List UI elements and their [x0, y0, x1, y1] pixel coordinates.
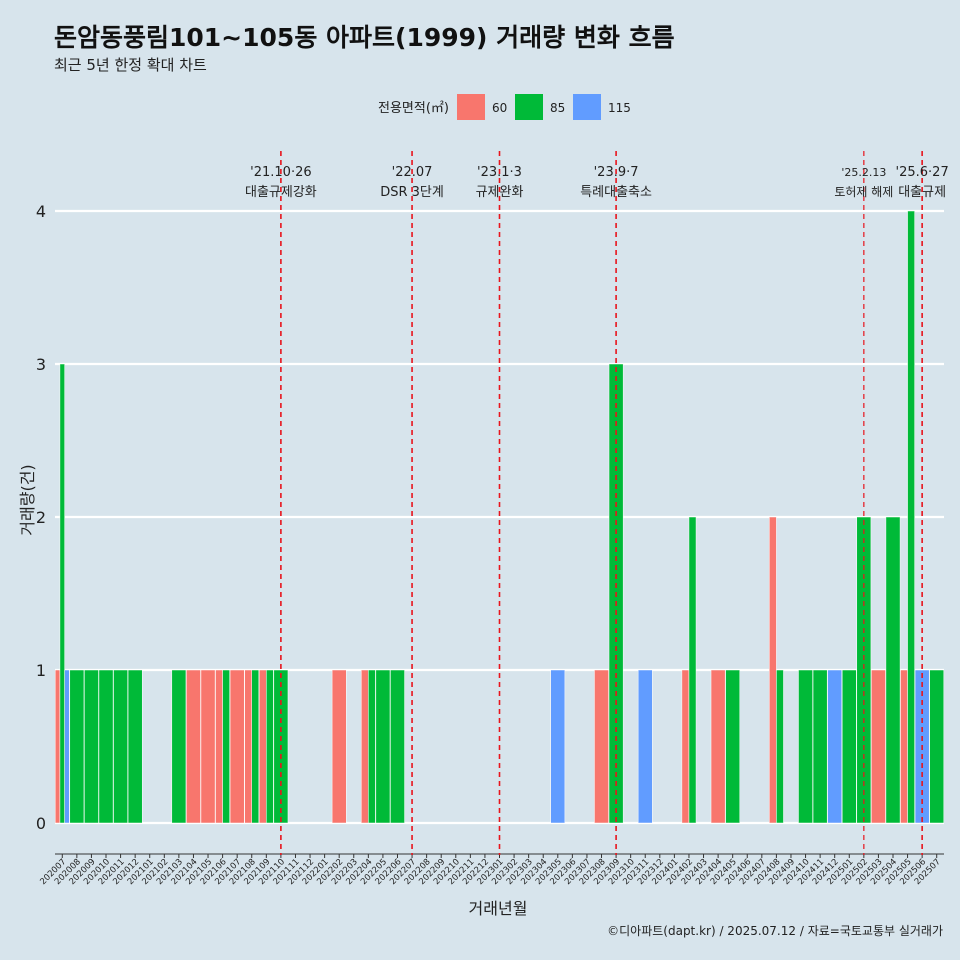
bar-85-202205	[375, 669, 391, 824]
bar-115-202412	[827, 669, 843, 824]
legend-title: 전용면적(㎡)	[378, 101, 449, 116]
event-name-label: 대출규제	[898, 185, 946, 200]
event-date-label: '21.10·26	[250, 165, 311, 180]
bar-60-202308	[594, 669, 609, 824]
bar-85-202008	[69, 669, 85, 824]
event-name-label: 특례대출축소	[580, 185, 652, 200]
bar-85-202408	[776, 669, 784, 824]
bar-115-202305	[550, 669, 566, 824]
legend-label-60: 60	[492, 101, 507, 115]
bar-60-202105	[200, 669, 216, 824]
legend-swatch-60	[457, 94, 485, 120]
bar-60-202402	[681, 669, 690, 824]
bar-85-202007	[59, 363, 65, 824]
event-name-label: 규제완화	[476, 185, 524, 200]
legend-swatch-85	[515, 94, 543, 120]
bar-85-202411	[812, 669, 828, 824]
bar-85-202206	[390, 669, 405, 824]
event-name-label: 토허제 해제	[834, 185, 893, 199]
legend-label-85: 85	[550, 101, 565, 115]
x-axis-title: 거래년월	[469, 899, 528, 918]
bar-85-202103	[171, 669, 187, 824]
bar-60-202404	[710, 669, 726, 824]
bar-60-202505	[900, 669, 908, 824]
bar-60-202007	[54, 669, 61, 824]
bar-60-202204	[361, 669, 369, 824]
bar-60-202107	[229, 669, 245, 824]
bar-85-202502	[856, 516, 872, 824]
bar-60-202109	[259, 669, 267, 824]
bar-60-202108	[244, 669, 252, 824]
y-tick-label: 0	[36, 814, 46, 833]
source-caption: ©디아파트(dapt.kr) / 2025.07.12 / 자료=국토교통부 실…	[607, 924, 943, 938]
bar-85-202009	[84, 669, 99, 824]
bar-85-202410	[798, 669, 813, 824]
event-name-label: 대출규제강화	[245, 185, 317, 200]
bar-85-202505	[907, 210, 915, 824]
bar-60-202106	[215, 669, 223, 824]
y-tick-label: 1	[36, 661, 46, 680]
bar-60-202503	[871, 669, 886, 824]
legend-swatch-115	[573, 94, 601, 120]
bar-85-202012	[127, 669, 143, 824]
event-date-label: '25.2.13	[841, 166, 886, 179]
bar-85-202109	[266, 669, 274, 824]
bar-115-202311	[637, 669, 653, 824]
y-axis-title: 거래량(건)	[18, 464, 37, 535]
bar-85-202204	[368, 669, 376, 824]
y-tick-label: 2	[36, 508, 46, 527]
bar-85-202106	[222, 669, 230, 824]
bar-85-202504	[885, 516, 901, 824]
bar-60-202202	[331, 669, 347, 824]
bar-85-202108	[251, 669, 260, 824]
bar-115-202007	[64, 669, 70, 824]
chart-subtitle: 최근 5년 한정 확대 차트	[54, 56, 207, 74]
chart-title: 돈암동풍림101~105동 아파트(1999) 거래량 변화 흐름	[54, 23, 675, 52]
bar-85-202507	[929, 669, 945, 824]
event-name-label: DSR 3단계	[380, 185, 444, 200]
event-date-label: '22.07	[392, 165, 433, 180]
legend-label-115: 115	[608, 101, 631, 115]
y-tick-label: 3	[36, 355, 46, 374]
bar-85-202501	[841, 669, 857, 824]
event-date-label: '23.1·3	[477, 165, 522, 180]
event-date-label: '23.9·7	[594, 165, 639, 180]
event-date-label: '25.6·27	[896, 165, 949, 180]
bar-85-202011	[113, 669, 128, 824]
bar-60-202408	[769, 516, 777, 824]
bar-85-202010	[98, 669, 114, 824]
y-tick-label: 4	[36, 202, 46, 221]
bar-85-202402	[688, 516, 697, 824]
bar-85-202405	[725, 669, 740, 824]
bar-60-202104	[186, 669, 201, 824]
